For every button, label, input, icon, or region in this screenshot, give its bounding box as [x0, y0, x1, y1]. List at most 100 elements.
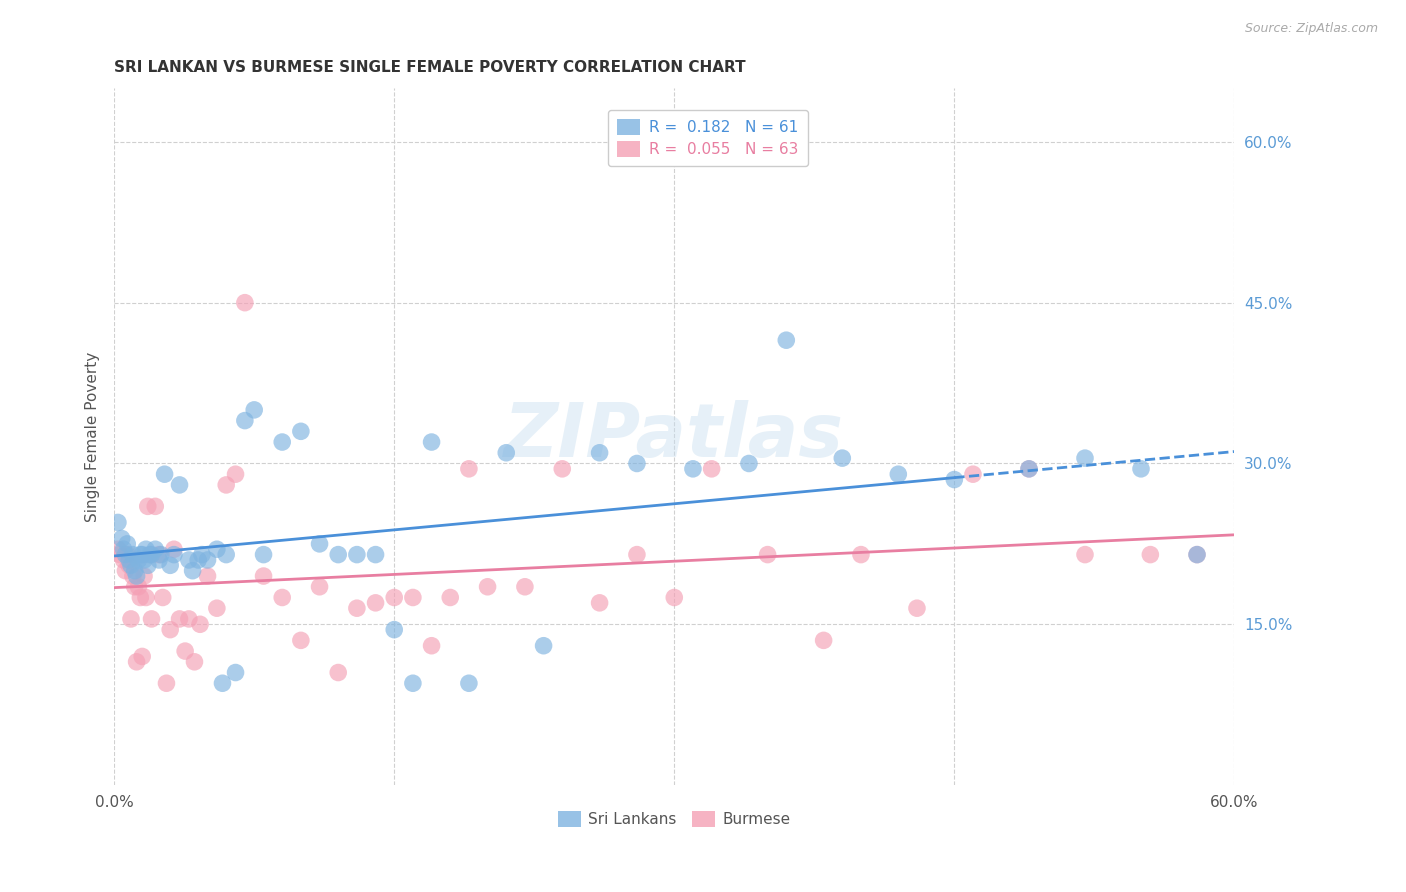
Point — [197, 553, 219, 567]
Point — [588, 596, 610, 610]
Point — [551, 462, 574, 476]
Point — [849, 548, 872, 562]
Point — [131, 649, 153, 664]
Point — [177, 612, 200, 626]
Point — [1185, 548, 1208, 562]
Point — [271, 591, 294, 605]
Point — [756, 548, 779, 562]
Point — [905, 601, 928, 615]
Point — [533, 639, 555, 653]
Point — [187, 553, 209, 567]
Point — [114, 548, 136, 562]
Point — [121, 548, 143, 562]
Point — [107, 542, 129, 557]
Point — [118, 553, 141, 567]
Point — [328, 548, 350, 562]
Point — [114, 564, 136, 578]
Point — [943, 473, 966, 487]
Point — [159, 623, 181, 637]
Text: ZIPatlas: ZIPatlas — [505, 401, 844, 473]
Point — [124, 564, 146, 578]
Point — [149, 548, 172, 562]
Point — [148, 548, 170, 562]
Point — [205, 542, 228, 557]
Point — [107, 516, 129, 530]
Y-axis label: Single Female Poverty: Single Female Poverty — [86, 351, 100, 522]
Point — [626, 457, 648, 471]
Point — [108, 548, 131, 562]
Point — [117, 548, 139, 562]
Point — [700, 462, 723, 476]
Point — [141, 548, 163, 562]
Point — [495, 446, 517, 460]
Point — [124, 580, 146, 594]
Point — [135, 591, 157, 605]
Text: SRI LANKAN VS BURMESE SINGLE FEMALE POVERTY CORRELATION CHART: SRI LANKAN VS BURMESE SINGLE FEMALE POVE… — [114, 60, 745, 75]
Point — [682, 462, 704, 476]
Point — [191, 548, 214, 562]
Point — [155, 676, 177, 690]
Point — [143, 542, 166, 557]
Point — [117, 537, 139, 551]
Point — [215, 478, 238, 492]
Point — [174, 644, 197, 658]
Point — [1018, 462, 1040, 476]
Point — [129, 548, 152, 562]
Point — [513, 580, 536, 594]
Point — [120, 612, 142, 626]
Point — [163, 548, 186, 562]
Point — [1074, 548, 1097, 562]
Point — [225, 665, 247, 680]
Point — [215, 548, 238, 562]
Point — [153, 467, 176, 482]
Point — [402, 591, 425, 605]
Point — [136, 500, 159, 514]
Point — [813, 633, 835, 648]
Point — [112, 542, 135, 557]
Point — [188, 617, 211, 632]
Point — [120, 558, 142, 573]
Point — [225, 467, 247, 482]
Point — [121, 569, 143, 583]
Point — [439, 591, 461, 605]
Point — [382, 591, 405, 605]
Point — [1130, 462, 1153, 476]
Point — [183, 655, 205, 669]
Point — [1018, 462, 1040, 476]
Point — [169, 612, 191, 626]
Point — [152, 591, 174, 605]
Point — [252, 569, 274, 583]
Point — [346, 601, 368, 615]
Point — [252, 548, 274, 562]
Point — [125, 569, 148, 583]
Point — [664, 591, 686, 605]
Point — [290, 633, 312, 648]
Point — [1139, 548, 1161, 562]
Point — [346, 548, 368, 562]
Point — [271, 435, 294, 450]
Point — [211, 676, 233, 690]
Point — [148, 553, 170, 567]
Point — [197, 569, 219, 583]
Point — [125, 655, 148, 669]
Point — [132, 569, 155, 583]
Point — [458, 676, 481, 690]
Point — [458, 462, 481, 476]
Point — [169, 478, 191, 492]
Point — [136, 558, 159, 573]
Legend: Sri Lankans, Burmese: Sri Lankans, Burmese — [551, 805, 797, 833]
Point — [118, 558, 141, 573]
Point — [962, 467, 984, 482]
Point — [1074, 451, 1097, 466]
Point — [141, 612, 163, 626]
Point — [138, 548, 160, 562]
Point — [1185, 548, 1208, 562]
Point — [831, 451, 853, 466]
Point — [112, 553, 135, 567]
Point — [163, 542, 186, 557]
Point — [308, 537, 330, 551]
Point — [364, 596, 387, 610]
Point — [402, 676, 425, 690]
Point — [205, 601, 228, 615]
Point — [159, 558, 181, 573]
